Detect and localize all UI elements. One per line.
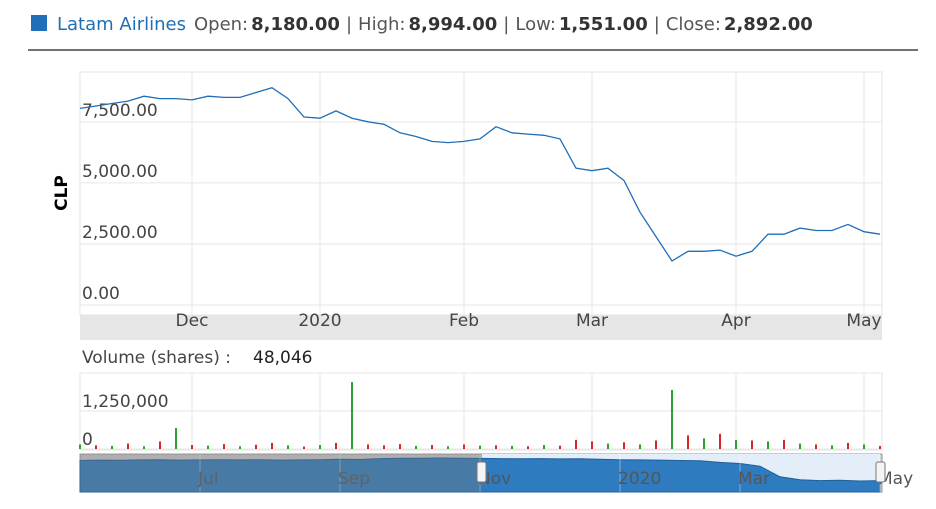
navigator-handle[interactable] bbox=[875, 461, 886, 483]
volume-bar bbox=[495, 445, 497, 449]
navigator-label: Sep bbox=[338, 469, 370, 489]
navigator-mask bbox=[80, 454, 482, 492]
volume-bar bbox=[511, 445, 513, 449]
volume-bar bbox=[239, 446, 241, 449]
title: Latam Airlines bbox=[57, 14, 186, 35]
volume-bar bbox=[527, 446, 529, 449]
volume-bar bbox=[479, 445, 481, 449]
volume-bar bbox=[255, 444, 257, 449]
x-tick-label: 2020 bbox=[298, 311, 341, 331]
legend-swatch bbox=[31, 15, 47, 31]
volume-bar bbox=[351, 382, 353, 449]
x-tick-label: Apr bbox=[721, 311, 750, 331]
stat-value: 1,551.00 bbox=[558, 14, 648, 35]
volume-bar bbox=[223, 444, 225, 449]
volume-bar bbox=[79, 444, 81, 449]
volume-bar bbox=[799, 443, 801, 449]
volume-bar bbox=[399, 444, 401, 449]
volume-bar bbox=[415, 445, 417, 449]
volume-bar bbox=[191, 445, 193, 449]
volume-bar bbox=[303, 446, 305, 449]
volume-bar bbox=[287, 445, 289, 449]
y-tick-label: 0 bbox=[82, 430, 93, 450]
volume-bar bbox=[543, 445, 545, 449]
volume-bar bbox=[591, 441, 593, 449]
volume-bar bbox=[751, 440, 753, 449]
y-tick-label: 5,000.00 bbox=[82, 162, 158, 182]
navigator-label: 2020 bbox=[618, 469, 661, 489]
stat-label: Open: bbox=[193, 14, 249, 35]
x-tick-label: Feb bbox=[449, 311, 479, 331]
y-tick-label: 1,250,000 bbox=[82, 392, 169, 412]
volume-bar bbox=[607, 443, 609, 449]
header: Latam Airlines Open: 8,180.00 | High: 8,994.0… bbox=[31, 14, 813, 35]
volume-bar bbox=[687, 435, 689, 449]
volume-bar bbox=[463, 444, 465, 449]
stat-label: Low: bbox=[515, 14, 556, 35]
volume-bar bbox=[319, 445, 321, 449]
y-tick-label: 7,500.00 bbox=[82, 101, 158, 121]
y-axis-label: CLP bbox=[52, 175, 72, 211]
y-tick-label: 0.00 bbox=[82, 284, 120, 304]
volume-bar bbox=[703, 438, 705, 449]
volume-bar bbox=[847, 442, 849, 449]
separator: | bbox=[653, 14, 660, 35]
volume-bar bbox=[175, 428, 177, 449]
stat-value: 2,892.00 bbox=[723, 14, 813, 35]
stat-value: 8,180.00 bbox=[251, 14, 340, 35]
x-tick-label: May bbox=[846, 311, 881, 331]
volume-bar bbox=[815, 444, 817, 449]
navigator-handle[interactable] bbox=[476, 461, 487, 483]
price-line bbox=[79, 86, 881, 262]
volume-bar bbox=[111, 445, 113, 449]
volume-bar bbox=[447, 446, 449, 449]
volume-bar bbox=[127, 443, 129, 449]
volume-bar bbox=[95, 445, 97, 449]
volume-bar bbox=[671, 390, 673, 449]
volume-bar bbox=[575, 439, 577, 449]
x-tick-label: Mar bbox=[576, 311, 608, 331]
volume-bar bbox=[143, 446, 145, 449]
x-tick-label: Dec bbox=[176, 311, 209, 331]
volume-bar bbox=[655, 440, 657, 449]
volume-bar bbox=[367, 444, 369, 449]
volume-bar bbox=[207, 445, 209, 449]
stat-label: Close: bbox=[665, 14, 721, 35]
volume-bar bbox=[271, 442, 273, 449]
volume-bar bbox=[783, 439, 785, 449]
volume-bar bbox=[159, 441, 161, 449]
volume-bar bbox=[623, 442, 625, 449]
separator: | bbox=[503, 14, 510, 35]
price-plot bbox=[79, 71, 883, 316]
stat-value: 8,994.00 bbox=[408, 14, 498, 35]
stat-label: High: bbox=[358, 14, 406, 35]
volume-bar bbox=[831, 445, 833, 449]
volume-bar bbox=[383, 445, 385, 449]
navigator-label: Mar bbox=[738, 469, 770, 489]
separator: | bbox=[345, 14, 353, 35]
volume-bar bbox=[719, 433, 721, 449]
volume-bar bbox=[559, 445, 561, 449]
volume-label: Volume (shares) : bbox=[82, 348, 231, 368]
volume-bar bbox=[767, 441, 769, 449]
navigator-label: May bbox=[878, 469, 913, 489]
x-axis-band bbox=[80, 315, 882, 340]
volume-bar bbox=[863, 444, 865, 449]
y-tick-label: 2,500.00 bbox=[82, 223, 158, 243]
volume-bar bbox=[879, 445, 881, 449]
volume-bar bbox=[431, 445, 433, 449]
volume-readout: 48,046 bbox=[253, 348, 312, 368]
volume-bar bbox=[735, 439, 737, 449]
volume-bar bbox=[335, 442, 337, 449]
navigator-label: Jul bbox=[197, 469, 219, 489]
volume-bar bbox=[639, 444, 641, 449]
